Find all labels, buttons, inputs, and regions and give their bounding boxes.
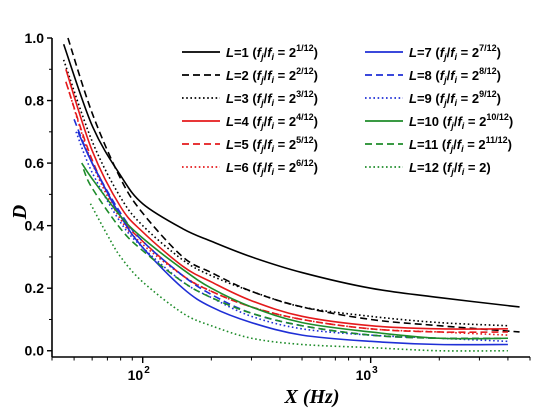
x-tick-exponent: 3 <box>372 365 378 376</box>
series-line-4 <box>65 69 508 330</box>
x-tick-label: 103 <box>356 365 379 383</box>
ticks: 0.0 0.2 0.4 0.6 0.8 1.0 102 103 <box>25 30 531 383</box>
y-axis-title: D <box>9 205 31 220</box>
legend-label-6: L=6 (fj/fi = 26/12) <box>226 158 318 177</box>
y-tick-label: 0.8 <box>25 93 45 109</box>
legend-label-11: L=11 (fj/fi = 211/12) <box>409 135 512 154</box>
series-line-10 <box>81 162 508 340</box>
legend-label-9: L=9 (fj/fi = 29/12) <box>409 89 501 108</box>
x-tick-label: 102 <box>128 365 151 383</box>
legend-label-7: L=7 (fj/fi = 27/12) <box>409 43 501 62</box>
legend-label-2: L=2 (fj/fi = 22/12) <box>226 66 318 85</box>
y-tick-label: 1.0 <box>25 30 45 46</box>
series-line-11 <box>82 169 508 340</box>
axes <box>51 38 530 358</box>
legend-label-4: L=4 (fj/fi = 24/12) <box>226 112 318 131</box>
legend-label-8: L=8 (fj/fi = 28/12) <box>409 66 501 85</box>
legend: L=1 (fj/fi = 21/12) L=2 (fj/fi = 22/12) L=… <box>182 43 513 177</box>
x-axis-title: X (Hz) <box>284 386 340 408</box>
x-tick-exponent: 2 <box>144 365 150 376</box>
y-tick-label: 0.2 <box>25 280 45 296</box>
legend-label-3: L=3 (fj/fi = 23/12) <box>226 89 318 108</box>
series-layer <box>62 37 520 352</box>
series-line-7 <box>77 131 508 346</box>
series-line-1 <box>62 43 520 308</box>
series-line-3 <box>62 59 508 327</box>
legend-label-10: L=10 (fj/fi = 210/12) <box>409 112 513 131</box>
y-tick-label: 0.6 <box>25 155 45 171</box>
legend-label-12: L=12 (fj/fi = 2) <box>409 160 491 177</box>
series-line-12 <box>89 203 508 352</box>
legend-label-5: L=5 (fj/fi = 25/12) <box>226 135 318 154</box>
series-line-2 <box>67 37 520 333</box>
y-tick-label: 0.0 <box>25 343 45 359</box>
y-tick-label: 0.4 <box>25 218 45 234</box>
legend-label-1: L=1 (fj/fi = 21/12) <box>226 43 318 62</box>
